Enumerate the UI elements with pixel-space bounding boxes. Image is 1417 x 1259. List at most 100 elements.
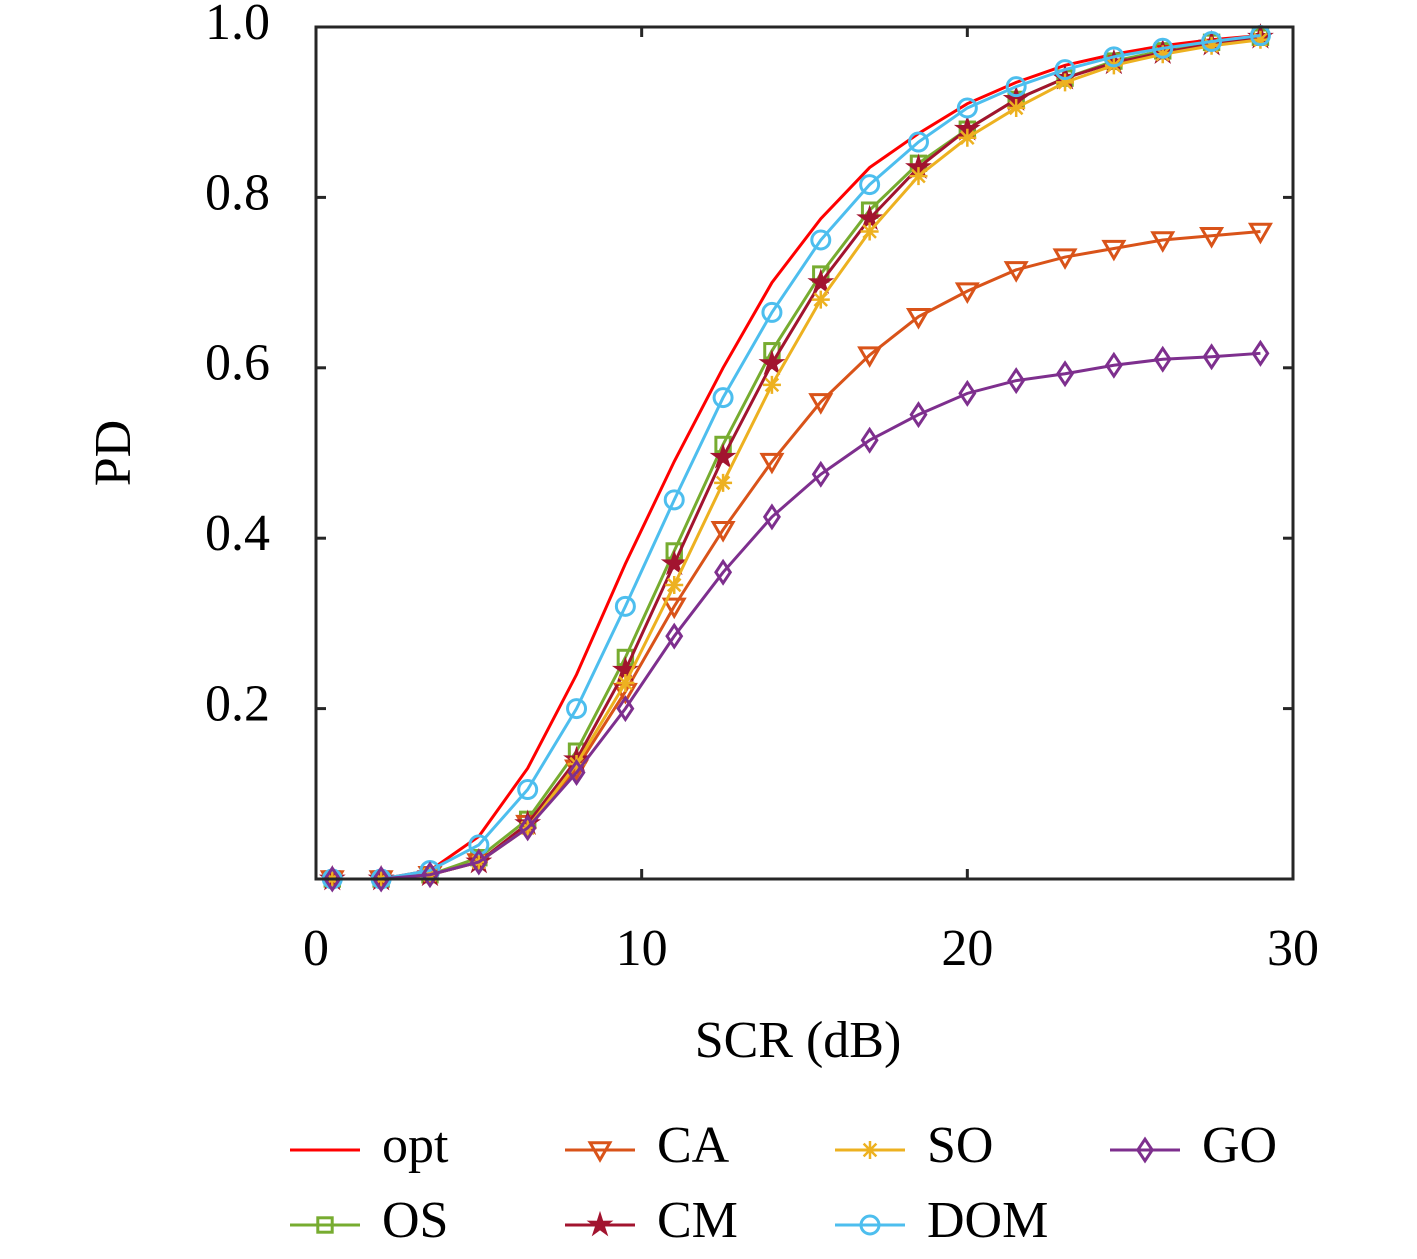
marker — [660, 549, 688, 576]
x-tick-label: 0 — [303, 920, 329, 977]
marker — [1251, 339, 1270, 367]
marker — [1152, 37, 1174, 59]
marker — [761, 301, 783, 323]
marker — [1247, 222, 1273, 245]
marker — [1054, 59, 1076, 81]
legend-label: CA — [657, 1117, 730, 1174]
legend-item: OS — [290, 1192, 448, 1249]
marker — [616, 695, 635, 723]
marker — [807, 268, 835, 295]
marker — [614, 595, 636, 617]
marker — [1153, 345, 1172, 373]
marker — [1251, 30, 1270, 49]
x-tick-label: 10 — [616, 920, 668, 977]
y-axis-label: PD — [85, 420, 142, 486]
marker — [567, 758, 586, 787]
marker — [1202, 343, 1221, 371]
legend-label: DOM — [927, 1192, 1048, 1249]
marker — [518, 814, 537, 842]
marker — [808, 393, 834, 415]
marker — [1007, 98, 1026, 117]
y-tick-label: 0.6 — [205, 335, 270, 392]
marker — [1005, 76, 1027, 98]
marker — [811, 460, 830, 488]
marker — [517, 779, 539, 801]
marker — [712, 387, 734, 409]
series-line — [332, 35, 1261, 881]
legend-item: SO — [835, 1117, 993, 1174]
series-line — [332, 34, 1261, 881]
marker — [709, 443, 737, 469]
marker — [420, 861, 439, 889]
marker — [661, 597, 687, 620]
marker — [323, 865, 342, 893]
marker — [857, 346, 883, 368]
legend-label: SO — [927, 1117, 993, 1174]
marker — [810, 229, 832, 251]
legend-item: DOM — [835, 1192, 1048, 1249]
marker — [714, 558, 733, 586]
marker — [1052, 248, 1078, 270]
legend-label: GO — [1202, 1117, 1277, 1174]
marker — [665, 622, 684, 650]
marker — [1104, 351, 1123, 379]
y-tick-label: 1.0 — [205, 0, 270, 51]
marker — [905, 307, 931, 330]
marker — [1103, 46, 1125, 68]
marker — [861, 1141, 879, 1159]
marker — [1007, 367, 1026, 395]
marker — [860, 426, 879, 454]
series-line — [332, 351, 1261, 881]
marker — [372, 865, 391, 893]
marker — [587, 1141, 613, 1163]
marker — [1202, 36, 1221, 55]
marker — [759, 452, 785, 475]
marker — [907, 131, 929, 153]
marker — [954, 282, 980, 305]
marker — [586, 1210, 614, 1237]
marker — [1135, 1136, 1155, 1164]
y-tick-label: 0.8 — [205, 164, 270, 221]
marker — [469, 848, 488, 876]
marker — [1056, 73, 1075, 92]
series-line — [332, 34, 1261, 881]
marker — [468, 834, 490, 856]
legend-label: OS — [382, 1192, 448, 1249]
legend-item: CM — [565, 1192, 738, 1249]
legend-label: CM — [657, 1192, 738, 1249]
legend-item: opt — [290, 1117, 449, 1174]
marker — [956, 97, 978, 119]
marker — [1199, 227, 1225, 249]
marker — [909, 401, 928, 429]
marker — [665, 576, 684, 595]
marker — [714, 473, 733, 492]
marker — [1101, 239, 1127, 262]
x-tick-label: 20 — [941, 920, 993, 977]
marker — [1056, 360, 1075, 388]
marker — [710, 520, 736, 543]
marker — [811, 290, 830, 309]
marker — [1201, 30, 1223, 52]
marker — [1003, 261, 1029, 283]
marker — [616, 674, 635, 693]
legend-label: opt — [382, 1117, 449, 1174]
marker — [909, 167, 928, 186]
marker — [958, 128, 977, 147]
marker — [316, 1216, 334, 1234]
marker — [859, 1214, 881, 1236]
y-tick-label: 0.4 — [205, 505, 270, 562]
x-axis-label: SCR (dB) — [695, 1012, 902, 1069]
series-line — [332, 35, 1261, 881]
marker — [566, 698, 588, 720]
marker — [958, 379, 977, 407]
marker — [663, 489, 685, 511]
x-tick-label: 30 — [1267, 920, 1319, 977]
series-line — [332, 38, 1261, 881]
marker — [758, 349, 786, 375]
marker — [762, 375, 781, 394]
plot-frame — [314, 25, 1295, 881]
series-line — [332, 229, 1261, 881]
marker — [1150, 231, 1176, 253]
legend-item: CA — [565, 1117, 730, 1174]
